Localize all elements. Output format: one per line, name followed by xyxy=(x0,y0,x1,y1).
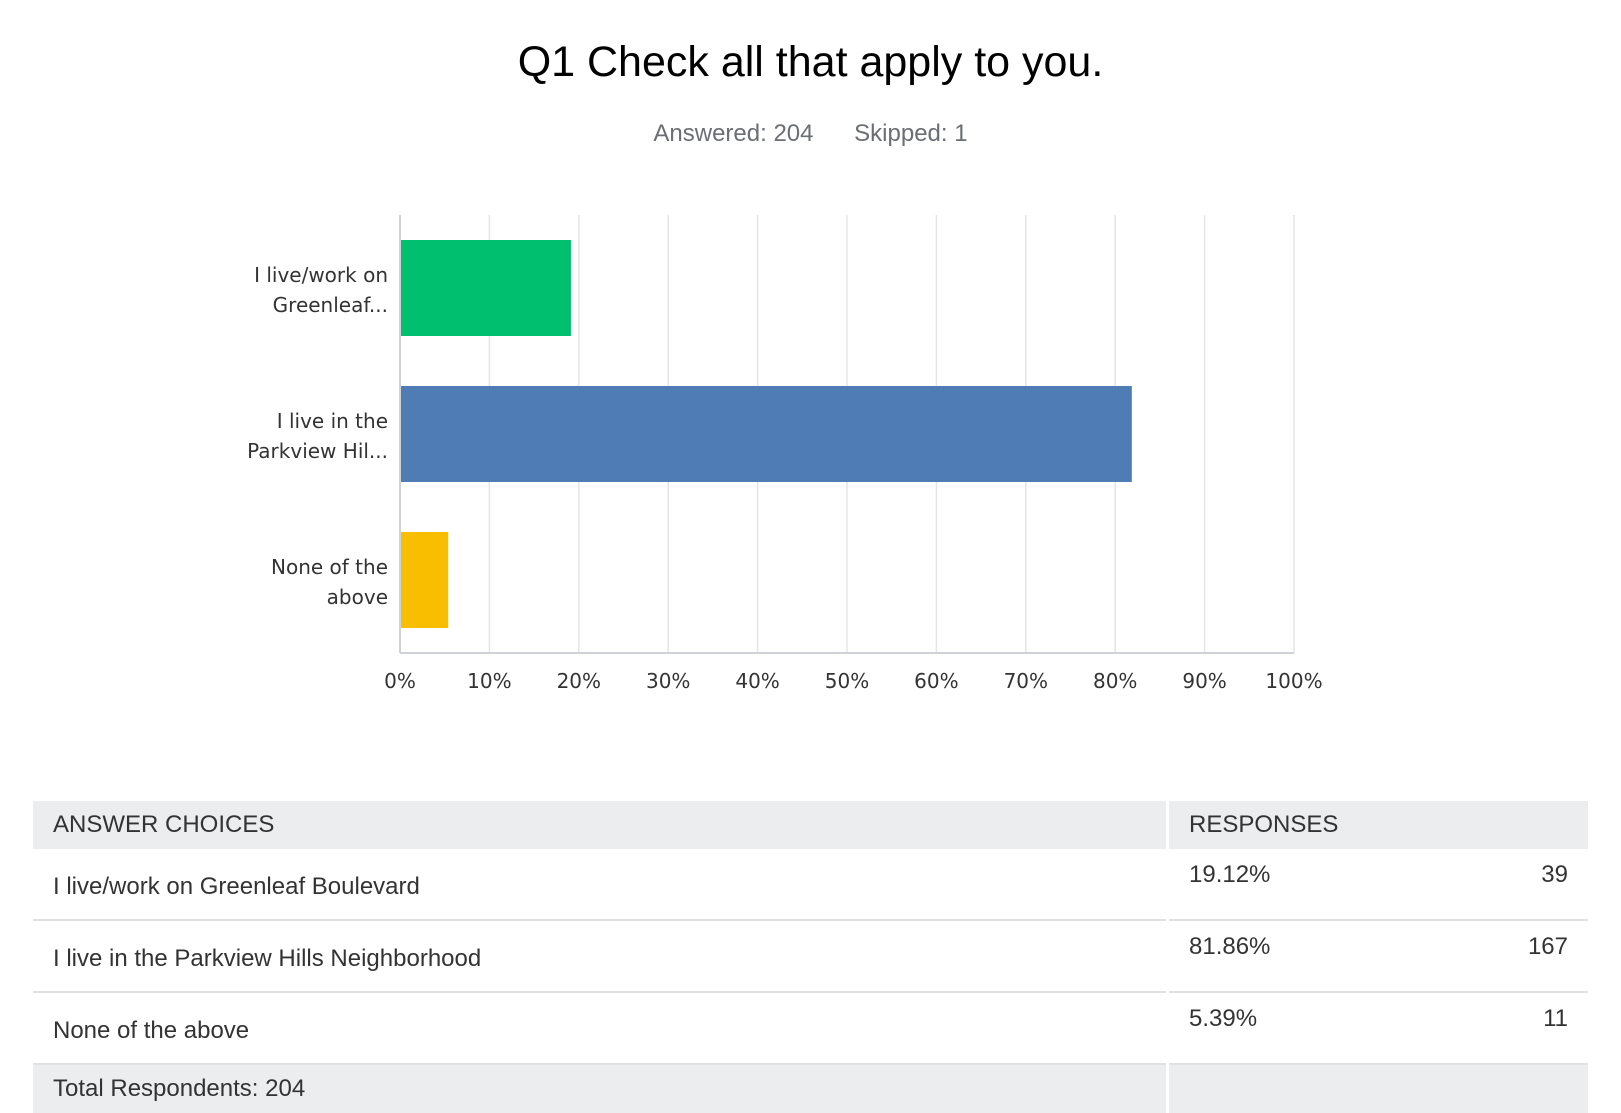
x-tick-label: 30% xyxy=(646,669,690,693)
percent-cell: 81.86% xyxy=(1166,920,1423,993)
skipped-count: Skipped: 1 xyxy=(854,120,968,147)
count-cell: 167 xyxy=(1422,920,1588,993)
y-category-label: None of the above xyxy=(271,555,388,609)
bar xyxy=(401,240,571,336)
percent-cell: 5.39% xyxy=(1166,992,1423,1065)
percent-cell: 19.12% xyxy=(1166,849,1423,921)
table-header-row: ANSWER CHOICES RESPONSES xyxy=(33,801,1588,849)
total-empty-cell xyxy=(1166,1064,1588,1113)
answer-cell: I live/work on Greenleaf Boulevard xyxy=(33,849,1168,921)
x-tick-label: 50% xyxy=(825,669,869,693)
count-cell: 11 xyxy=(1422,992,1588,1065)
x-tick-label: 20% xyxy=(557,669,601,693)
x-tick-label: 60% xyxy=(914,669,958,693)
bar-chart: 0% 10% 20% 30% 40% 50% 60% 70% 80% 90% 100% I live/… xyxy=(247,215,1323,693)
count-cell: 39 xyxy=(1422,849,1588,921)
bar xyxy=(401,386,1132,482)
bar xyxy=(401,532,449,628)
total-respondents: Total Respondents: 204 xyxy=(33,1064,1168,1113)
response-stats: Answered: 204 Skipped: 1 xyxy=(0,120,1621,148)
x-tick-label: 100% xyxy=(1265,669,1322,693)
question-title: Q1 Check all that apply to you. xyxy=(517,38,1104,86)
results-table: ANSWER CHOICES RESPONSES I live/work on … xyxy=(33,801,1588,1113)
answered-count: Answered: 204 xyxy=(653,120,814,147)
table-row: None of the above 5.39% 11 xyxy=(33,992,1588,1065)
table-row: I live in the Parkview Hills Neighborhoo… xyxy=(33,920,1588,993)
x-tick-label: 80% xyxy=(1093,669,1137,693)
answer-choices-header: ANSWER CHOICES xyxy=(33,801,1168,849)
x-tick-label: 40% xyxy=(735,669,779,693)
answer-cell: None of the above xyxy=(33,992,1168,1065)
responses-header: RESPONSES xyxy=(1166,801,1588,849)
answer-cell: I live in the Parkview Hills Neighborhoo… xyxy=(33,920,1168,993)
y-category-label: I live in the Parkview Hil... xyxy=(247,409,388,463)
x-tick-label: 0% xyxy=(384,669,416,693)
total-row: Total Respondents: 204 xyxy=(33,1064,1588,1113)
x-tick-label: 90% xyxy=(1182,669,1226,693)
x-tick-label: 70% xyxy=(1004,669,1048,693)
x-tick-label: 10% xyxy=(467,669,511,693)
y-category-label: I live/work on Greenleaf... xyxy=(254,263,388,317)
table-row: I live/work on Greenleaf Boulevard 19.12… xyxy=(33,849,1588,921)
